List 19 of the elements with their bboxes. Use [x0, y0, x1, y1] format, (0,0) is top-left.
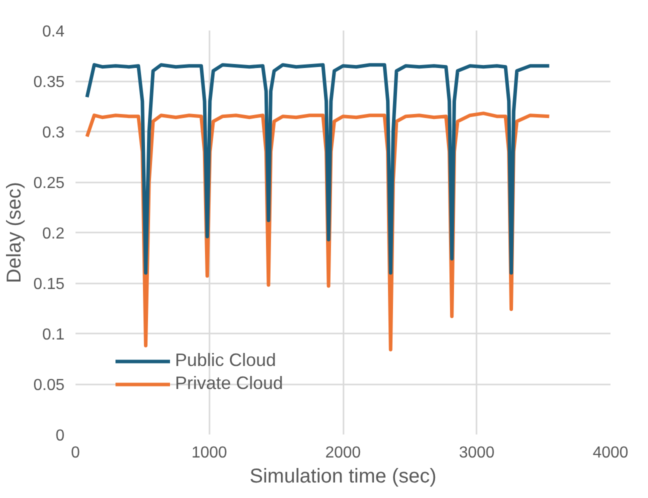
legend-label: Public Cloud: [175, 350, 276, 371]
line-series: [85, 63, 551, 275]
x-tick-label: 3000: [458, 444, 495, 462]
y-tick-label: 0: [56, 428, 65, 444]
x-axis-title: Simulation time (sec): [250, 466, 436, 488]
y-tick-label: 0.1: [42, 326, 65, 344]
x-tick-label: 4000: [592, 444, 628, 462]
y-axis-title: Delay (sec): [3, 182, 26, 284]
y-tick-label: 0.35: [33, 74, 65, 91]
y-tick-label: 0.25: [33, 175, 65, 192]
y-tick-label: 0.2: [42, 226, 65, 242]
legend-label: Private Cloud: [175, 373, 284, 394]
y-tick-label: 0.4: [42, 24, 65, 40]
y-tick-label: 0.15: [33, 276, 65, 293]
y-tick-label: 0.3: [42, 124, 65, 142]
x-tick-label: 0: [71, 444, 80, 462]
x-tick-label: 2000: [325, 444, 361, 462]
y-tick-label: 0.05: [33, 377, 65, 394]
x-tick-label: 1000: [191, 444, 228, 462]
